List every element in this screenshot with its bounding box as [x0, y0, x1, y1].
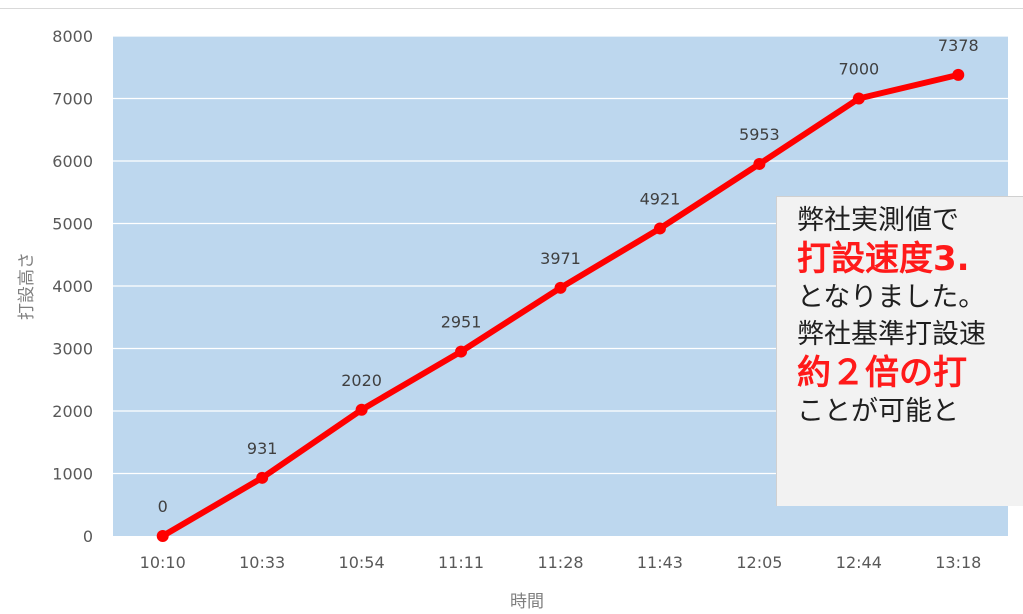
data-point	[455, 346, 467, 358]
callout-line-4: 弊社基準打設速	[797, 317, 1023, 353]
y-tick-label: 7000	[52, 90, 93, 109]
y-tick-label: 3000	[52, 340, 93, 359]
callout-line-2: 打設速度3.	[797, 239, 1023, 280]
x-tick-label: 10:33	[239, 553, 285, 572]
callout-line-6: ことが可能と	[797, 394, 1023, 430]
y-tick-label: 6000	[52, 152, 93, 171]
data-point	[654, 222, 666, 234]
x-tick-label: 12:05	[736, 553, 782, 572]
x-tick-label: 12:44	[836, 553, 882, 572]
data-point	[952, 69, 964, 81]
y-tick-label: 2000	[52, 402, 93, 421]
y-tick-label: 4000	[52, 277, 93, 296]
callout-line-3: となりました。	[797, 280, 1023, 316]
x-axis-title: 時間	[510, 592, 544, 612]
data-point	[256, 472, 268, 484]
y-axis-title: 打設高さ	[17, 252, 37, 320]
data-point	[356, 404, 368, 416]
y-tick-label: 0	[83, 527, 93, 546]
data-label: 5953	[739, 125, 780, 144]
x-tick-label: 11:11	[438, 553, 484, 572]
data-point	[157, 530, 169, 542]
data-label: 0	[158, 497, 168, 516]
y-tick-label: 5000	[52, 215, 93, 234]
callout-line-1: 弊社実測値で	[797, 203, 1023, 239]
x-tick-label: 10:54	[339, 553, 385, 572]
x-tick-label: 13:18	[935, 553, 981, 572]
x-tick-label: 10:10	[140, 553, 186, 572]
y-tick-label: 1000	[52, 465, 93, 484]
callout-box: 弊社実測値で 打設速度3. となりました。 弊社基準打設速 約２倍の打 ことが可…	[776, 196, 1023, 506]
x-tick-label: 11:43	[637, 553, 683, 572]
data-label: 2951	[441, 313, 482, 332]
data-label: 7378	[938, 36, 979, 55]
data-label: 2020	[341, 371, 382, 390]
data-label: 4921	[640, 189, 681, 208]
data-point	[853, 93, 865, 105]
y-tick-label: 8000	[52, 27, 93, 46]
data-point	[555, 282, 567, 294]
data-label: 3971	[540, 249, 581, 268]
data-point	[753, 158, 765, 170]
callout-line-5: 約２倍の打	[797, 353, 1023, 394]
data-label: 931	[247, 439, 278, 458]
x-tick-label: 11:28	[537, 553, 583, 572]
data-label: 7000	[838, 60, 879, 79]
